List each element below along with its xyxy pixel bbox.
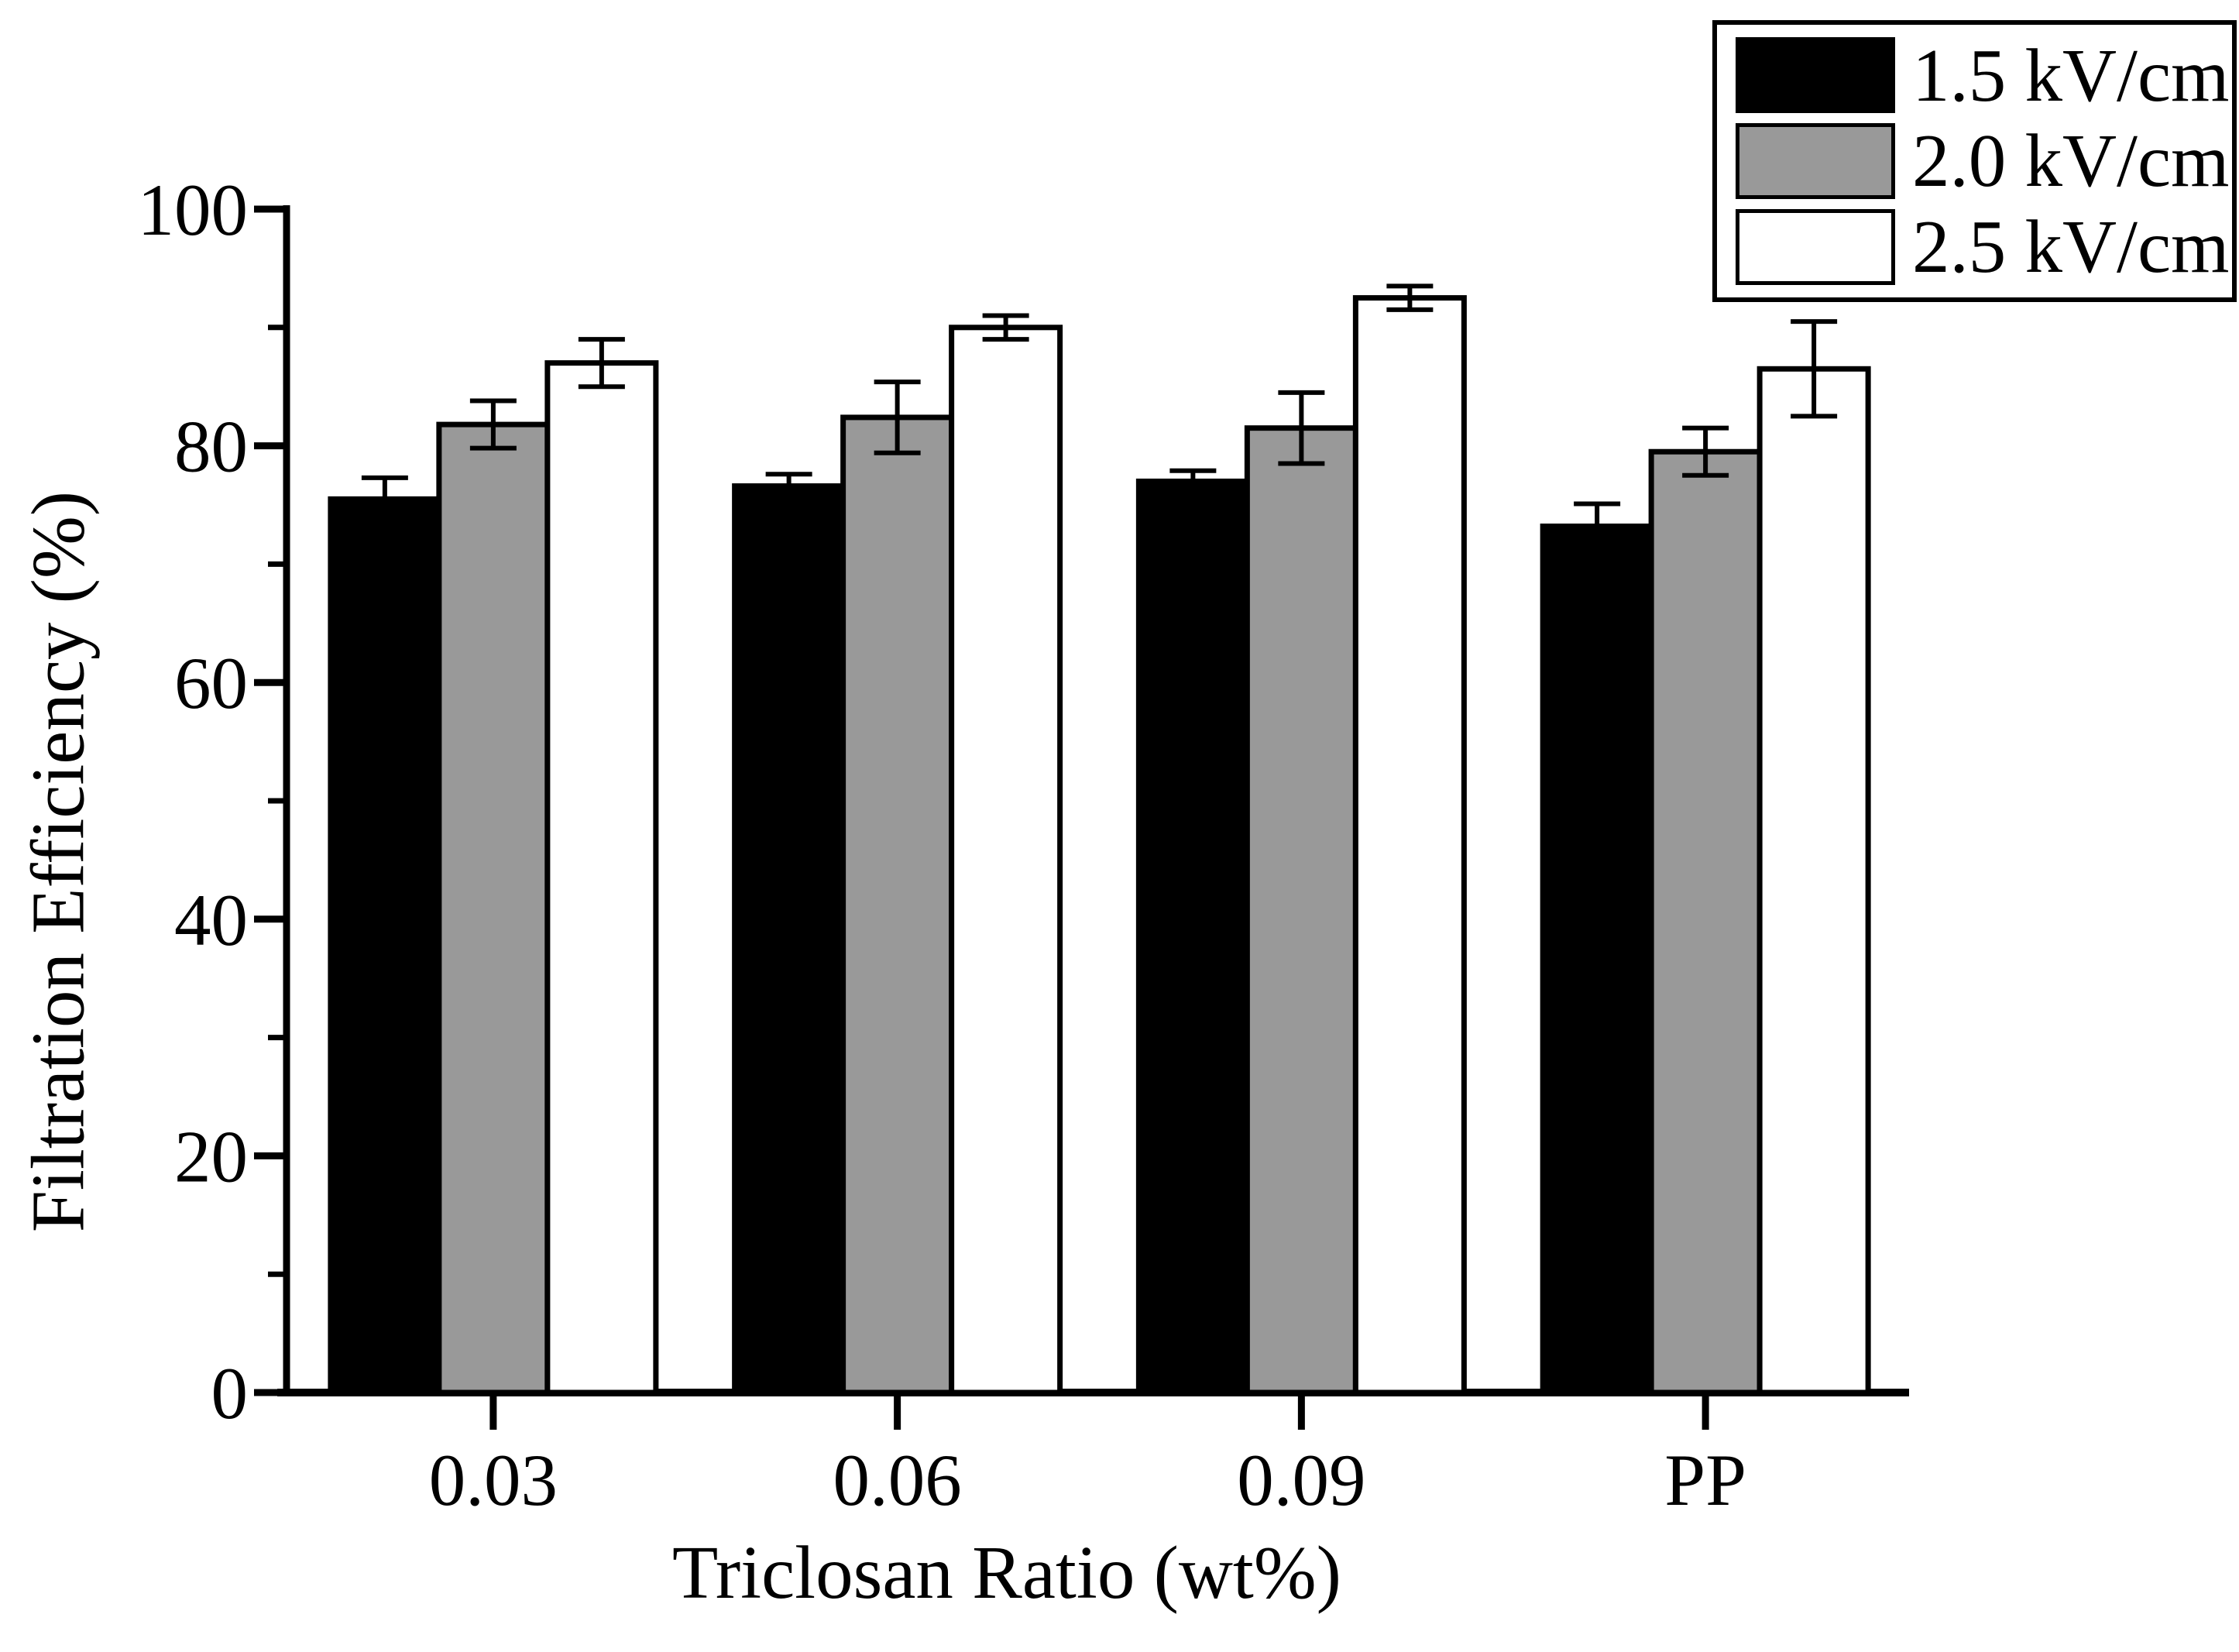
legend: 1.5 kV/cm 2.0 kV/cm 2.5 kV/cm bbox=[1712, 20, 2237, 302]
y-axis-title: Filtration Efficiency (%) bbox=[16, 490, 100, 1233]
x-tick-label: 0.06 bbox=[833, 1439, 962, 1521]
legend-label: 2.5 kV/cm bbox=[1912, 205, 2230, 289]
bar-2.0-PP bbox=[1648, 448, 1763, 1396]
bar-2.5-0.09 bbox=[1352, 295, 1467, 1396]
x-tick-label: 0.03 bbox=[429, 1439, 558, 1521]
y-tick-label: 20 bbox=[174, 1115, 248, 1197]
y-tick-label: 0 bbox=[211, 1352, 249, 1434]
legend-swatch-white-square bbox=[1736, 208, 1895, 285]
legend-item: 2.0 kV/cm bbox=[1736, 119, 2232, 203]
legend-item: 2.5 kV/cm bbox=[1736, 205, 2232, 289]
bar-2.5-0.06 bbox=[949, 325, 1063, 1396]
y-tick-label: 40 bbox=[174, 879, 248, 961]
legend-item: 1.5 kV/cm bbox=[1736, 33, 2232, 117]
x-tick-label: PP bbox=[1664, 1439, 1746, 1521]
legend-label: 1.5 kV/cm bbox=[1912, 33, 2230, 117]
bar-2.0-0.06 bbox=[840, 414, 955, 1396]
bar-1.5-0.06 bbox=[732, 483, 846, 1396]
bar-1.5-0.03 bbox=[328, 496, 442, 1396]
legend-swatch-black-square bbox=[1736, 37, 1895, 114]
y-tick-label: 80 bbox=[174, 406, 248, 488]
bar-1.5-0.09 bbox=[1135, 478, 1250, 1396]
y-tick-label: 100 bbox=[138, 169, 249, 251]
x-tick-label: 0.09 bbox=[1237, 1439, 1365, 1521]
legend-swatch-gray-square bbox=[1736, 122, 1895, 199]
bar-2.5-PP bbox=[1757, 366, 1871, 1396]
bar-1.5-PP bbox=[1540, 524, 1654, 1396]
legend-label: 2.0 kV/cm bbox=[1912, 119, 2230, 203]
y-tick-label: 60 bbox=[174, 642, 248, 724]
bar-2.0-0.09 bbox=[1244, 425, 1358, 1396]
bar-2.5-0.03 bbox=[544, 360, 659, 1396]
bar-2.0-0.03 bbox=[436, 421, 551, 1396]
x-axis-title: Triclosan Ratio (wt%) bbox=[672, 1531, 1341, 1614]
